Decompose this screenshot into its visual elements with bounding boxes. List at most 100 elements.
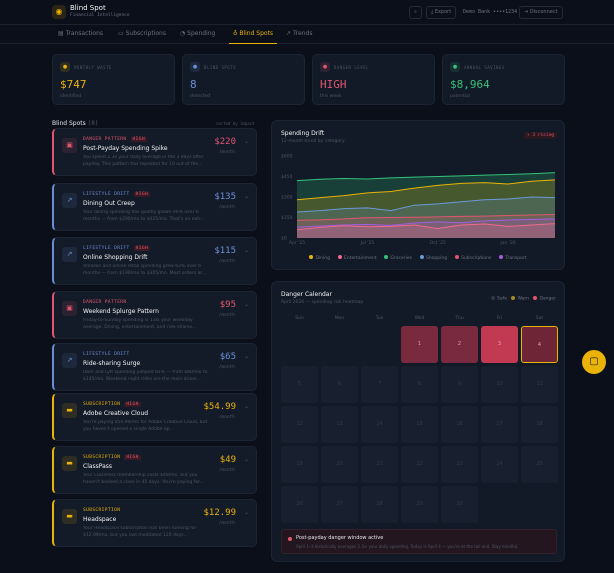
calendar-day[interactable]: 26 <box>281 486 318 523</box>
calendar-day[interactable]: 16 <box>441 406 478 443</box>
chat-icon: ▢ <box>589 356 599 367</box>
blind-spots-heading: Blind Spots (8) <box>52 120 99 127</box>
calendar-day[interactable]: 19 <box>281 446 318 483</box>
weekday-label: Mon <box>334 316 345 321</box>
chevron-down-icon[interactable]: ⌄ <box>243 403 249 410</box>
tab-transactions[interactable]: ▤ Transactions <box>58 30 104 37</box>
chart-subtitle: 12-month trend by category <box>281 139 345 144</box>
calendar-day[interactable]: 23 <box>441 446 478 483</box>
stat-sub: identified <box>60 94 82 99</box>
calendar-day[interactable]: 8 <box>401 366 438 403</box>
tab-blind-spots[interactable]: ♁ Blind Spots <box>229 25 278 44</box>
calendar-day[interactable]: 13 <box>321 406 358 443</box>
card-amount: $54.99 <box>203 402 236 412</box>
calendar-day[interactable]: 10 <box>481 366 518 403</box>
legend-dot <box>419 255 424 259</box>
stat-sub: detected <box>190 94 211 99</box>
legend-item: Groceries <box>384 255 412 261</box>
calendar-day[interactable]: 20 <box>321 446 358 483</box>
card-title: Headspace <box>83 516 117 523</box>
chart-title: Spending Drift <box>281 130 325 137</box>
calendar-day[interactable]: 3 <box>481 326 518 363</box>
calendar-day[interactable]: 5 <box>281 366 318 403</box>
y-tick-label: $300 <box>281 195 293 201</box>
calendar-day[interactable]: 7 <box>361 366 398 403</box>
chevron-down-icon[interactable]: ⌄ <box>243 193 249 200</box>
export-button[interactable]: ⤓ Export <box>426 6 457 19</box>
calendar-day[interactable]: 27 <box>321 486 358 523</box>
calendar-day[interactable]: 17 <box>481 406 518 443</box>
calendar-day[interactable]: 22 <box>401 446 438 483</box>
eye-icon: ◉ <box>52 5 66 19</box>
calendar-day[interactable]: 11 <box>521 366 558 403</box>
bulb-icon: ♁ <box>233 30 240 37</box>
stat-value: $8,964 <box>450 78 490 91</box>
legend-dot <box>499 255 504 259</box>
weekday-label: Fri <box>496 316 503 321</box>
tab-spending[interactable]: ◔ Spending <box>180 30 216 37</box>
calendar-day[interactable]: 14 <box>361 406 398 443</box>
blind-spot-card[interactable]: ↗ LIFESTYLE DRIFT Ride-sharing Surge Ube… <box>52 343 257 391</box>
chevron-down-icon[interactable]: ⌄ <box>243 301 249 308</box>
series-line-shopping <box>296 196 556 213</box>
severity-badge: HIGH <box>124 455 141 460</box>
blind-spot-card[interactable]: ▬ SUBSCRIPTION Headspace Your Headspace … <box>52 499 257 547</box>
calendar-day[interactable]: 2 <box>441 326 478 363</box>
tab-bar: ▤ Transactions ▭ Subscriptions ◔ Spendin… <box>0 25 614 44</box>
trend-up-icon: ↗ <box>62 247 77 262</box>
card-description: Friday-to-Sunday spending is 1.8x your w… <box>83 318 197 330</box>
chevron-down-icon[interactable]: ⌄ <box>243 247 249 254</box>
card-description: Your ClassPass membership costs $49/mo, … <box>83 473 204 485</box>
tab-trends[interactable]: ↗ Trends <box>286 30 313 37</box>
blind-spot-card[interactable]: ▣ DANGER PATTERN Weekend Splurge Pattern… <box>52 291 257 339</box>
blind-spot-card[interactable]: ↗ LIFESTYLE DRIFT HIGH Online Shopping Dr… <box>52 237 257 285</box>
calendar-legend: Safe Warn Danger <box>491 296 556 302</box>
chevron-down-icon[interactable]: ⌄ <box>243 138 249 145</box>
calendar-day[interactable]: 25 <box>521 446 558 483</box>
stat-card: ● MONTHLY WASTE $747 identified <box>52 54 175 105</box>
card-title: Ride-sharing Surge <box>83 360 141 367</box>
card-period: /month <box>218 468 235 473</box>
weekday-label: Sun <box>295 316 304 321</box>
stat-value: $747 <box>60 78 87 91</box>
tab-subscriptions[interactable]: ▭ Subscriptions <box>118 30 166 37</box>
calendar-day[interactable]: 9 <box>441 366 478 403</box>
chevron-down-icon[interactable]: ⌄ <box>243 456 249 463</box>
calendar-day[interactable]: 12 <box>281 406 318 443</box>
trend-up-icon: ↗ <box>62 193 77 208</box>
search-button[interactable]: ⌕ <box>409 6 422 19</box>
legend-dot <box>455 255 460 259</box>
calendar-day[interactable]: 30 <box>441 486 478 523</box>
trend-up-icon: ↗ <box>62 353 77 368</box>
card-period: /month <box>218 150 235 155</box>
calendar-day[interactable]: 15 <box>401 406 438 443</box>
calendar-day-today[interactable]: 4 <box>521 326 558 363</box>
weekday-label: Sat <box>535 316 544 321</box>
spending-drift-panel: Spending Drift 12-month trend by categor… <box>271 120 565 270</box>
calendar-day[interactable]: 29 <box>401 486 438 523</box>
chevron-down-icon[interactable]: ⌄ <box>243 353 249 360</box>
calendar-icon: ▣ <box>62 301 77 316</box>
x-tick-label: Jan '26 <box>499 240 515 246</box>
blind-spot-card[interactable]: ▣ DANGER PATTERN HIGH Post-Payday Spendin… <box>52 128 257 176</box>
card-period: /month <box>218 415 235 420</box>
calendar-day[interactable]: 18 <box>521 406 558 443</box>
series-area-groceries <box>297 172 555 238</box>
card-period: /month <box>218 205 235 210</box>
series-line-entertainment <box>296 223 556 231</box>
blind-spot-card[interactable]: ▬ SUBSCRIPTION HIGH Adobe Creative Cloud … <box>52 393 257 441</box>
chat-button[interactable]: ▢ <box>582 350 606 374</box>
calendar-day[interactable]: 28 <box>361 486 398 523</box>
blind-spot-card[interactable]: ↗ LIFESTYLE DRIFT HIGH Dining Out Creep Y… <box>52 183 257 231</box>
card-amount: $135 <box>214 192 236 202</box>
chevron-down-icon[interactable]: ⌄ <box>243 509 249 516</box>
card-period: /month <box>218 521 235 526</box>
blind-spot-card[interactable]: ▬ SUBSCRIPTION HIGH ClassPass Your ClassP… <box>52 446 257 494</box>
calendar-day[interactable]: 21 <box>361 446 398 483</box>
stat-sub: potential <box>450 94 471 99</box>
disconnect-button[interactable]: ⇥ Disconnect <box>519 6 563 19</box>
calendar-day[interactable]: 6 <box>321 366 358 403</box>
calendar-day[interactable]: 24 <box>481 446 518 483</box>
calendar-day[interactable]: 1 <box>401 326 438 363</box>
card-description: Uber and Lyft spending jumped 81% — from… <box>83 370 208 382</box>
